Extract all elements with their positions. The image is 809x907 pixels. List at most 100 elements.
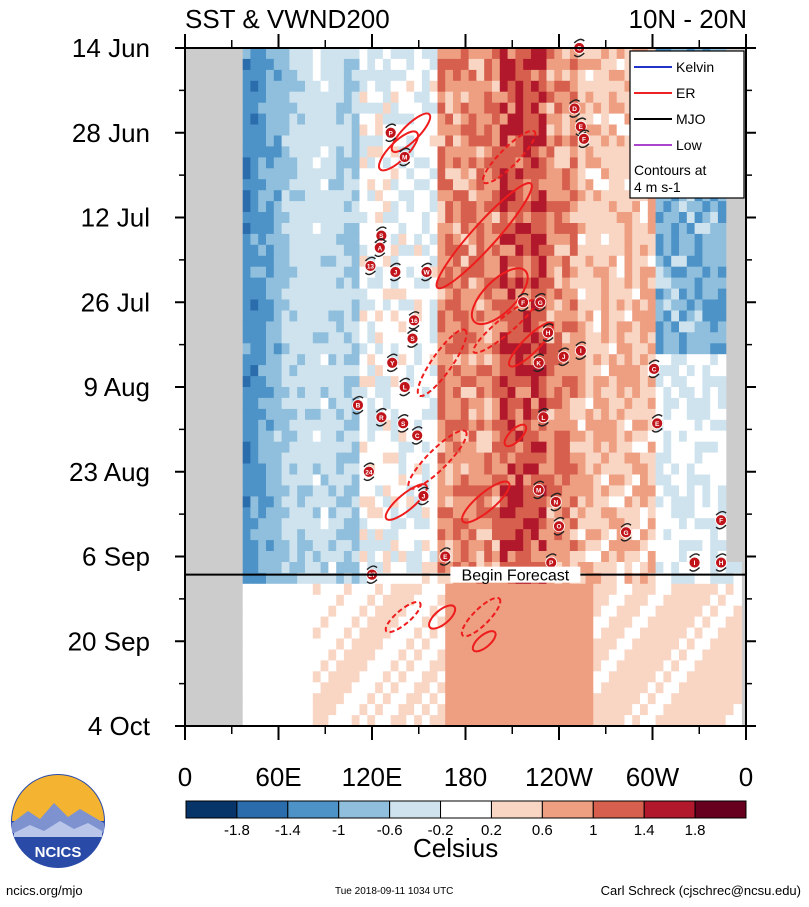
colorbar: -1.8 -1.4 -1 -0.6 -0.2 0.2 0.6 1 1.4 1.8 bbox=[185, 800, 747, 839]
legend-label: Kelvin bbox=[676, 59, 714, 75]
storm-label: E bbox=[655, 421, 660, 428]
x-tick-label: 0 bbox=[178, 762, 192, 792]
storm-marker: Y bbox=[386, 353, 399, 373]
y-tick-label: 4 Oct bbox=[88, 711, 151, 741]
colorbar-swatch bbox=[287, 800, 340, 819]
x-tick-label: 120E bbox=[342, 762, 403, 792]
site-url: ncics.org/mjo bbox=[6, 883, 83, 898]
storm-marker: A bbox=[373, 238, 386, 258]
storm-label: H bbox=[719, 560, 724, 567]
colorbar-tick-label: 1 bbox=[589, 822, 597, 839]
colorbar-tick-label: -1.4 bbox=[275, 822, 301, 839]
storm-label: M bbox=[402, 154, 407, 161]
storm-marker: S bbox=[406, 329, 419, 348]
storm-marker: S bbox=[397, 414, 410, 433]
axes: Begin Forecast 14 Jun 28 Jun 12 Jul 26 Jul 9 … bbox=[68, 33, 756, 792]
storm-label: M bbox=[536, 487, 541, 494]
storm-label: 13 bbox=[367, 263, 375, 270]
colorbar-swatch bbox=[389, 800, 442, 819]
storm-marker: I bbox=[574, 341, 587, 360]
storm-marker: E bbox=[439, 547, 452, 566]
y-tick-label: 28 Jun bbox=[72, 118, 150, 148]
x-tick-label: 60W bbox=[626, 762, 680, 792]
er-contour bbox=[461, 480, 511, 524]
storm-label: K bbox=[536, 360, 541, 367]
er-contour bbox=[407, 429, 468, 490]
storm-label: 24 bbox=[365, 469, 373, 476]
storm-label: S bbox=[401, 421, 406, 428]
colorbar-tick-label: 1.8 bbox=[685, 822, 706, 839]
storm-marker: O bbox=[553, 516, 565, 536]
storm-marker: 16 bbox=[408, 311, 420, 330]
y-tick-label: 12 Jul bbox=[81, 203, 150, 233]
y-tick-label: 14 Jun bbox=[72, 33, 150, 63]
colorbar-tick-label: 0.6 bbox=[532, 822, 553, 839]
storm-marker: J bbox=[417, 486, 430, 506]
storm-marker: G bbox=[620, 522, 632, 542]
storm-label: W bbox=[423, 269, 430, 276]
er-contour bbox=[507, 321, 554, 368]
colorbar-label: Celsius bbox=[413, 833, 499, 863]
storm-marker: W bbox=[420, 262, 433, 282]
storm-label: G bbox=[538, 300, 543, 307]
colorbar-tick-label: -1.8 bbox=[224, 822, 250, 839]
er-contour bbox=[416, 328, 468, 398]
y-tick-label: 23 Aug bbox=[69, 457, 150, 487]
colorbar-swatch bbox=[694, 800, 747, 819]
storm-marker: E bbox=[651, 414, 664, 433]
storm-marker: M bbox=[532, 480, 545, 500]
storm-label: S bbox=[410, 336, 415, 343]
legend-label: ER bbox=[676, 85, 695, 101]
author-credit: Carl Schreck (cjschrec@ncsu.edu) bbox=[600, 883, 801, 898]
storm-label: S bbox=[379, 233, 384, 240]
x-tick-label: 180 bbox=[444, 762, 487, 792]
er-contour bbox=[428, 604, 457, 630]
colorbar-tick-label: -1 bbox=[332, 822, 345, 839]
storm-label: I bbox=[580, 348, 582, 355]
storm-label: C bbox=[415, 433, 420, 440]
er-contour bbox=[503, 423, 528, 448]
storm-marker: M bbox=[398, 147, 411, 167]
legend-box bbox=[629, 50, 745, 199]
storm-label: O bbox=[556, 524, 561, 531]
storm-marker: F bbox=[517, 292, 530, 312]
storm-label: F bbox=[582, 136, 586, 143]
storm-marker: F bbox=[715, 510, 727, 530]
storm-label: C bbox=[652, 366, 657, 373]
legend-label: Low bbox=[676, 137, 703, 153]
er-contour bbox=[435, 182, 533, 290]
er-contour bbox=[384, 600, 422, 634]
storm-marker: R bbox=[375, 407, 388, 427]
storm-label: J bbox=[562, 354, 566, 361]
region-label: 10N - 20N bbox=[628, 4, 748, 34]
colorbar-swatch bbox=[185, 800, 238, 819]
legend-label: MJO bbox=[676, 111, 706, 127]
storm-label: G bbox=[623, 530, 628, 537]
storm-marker: H bbox=[715, 553, 727, 572]
er-contour bbox=[470, 267, 529, 326]
storm-label: P bbox=[389, 130, 394, 137]
er-contour bbox=[481, 129, 537, 185]
contour-note: 4 m s-1 bbox=[634, 179, 681, 195]
storm-marker: 24 bbox=[362, 462, 375, 482]
storm-label: E bbox=[579, 124, 584, 131]
er-contour bbox=[384, 483, 428, 521]
x-tick-label: 0 bbox=[739, 762, 753, 792]
storm-marker: 13 bbox=[364, 256, 377, 276]
storm-label: 16 bbox=[410, 318, 418, 325]
storm-marker: C bbox=[411, 426, 424, 445]
forecast-label: Begin Forecast bbox=[462, 568, 570, 585]
storm-label: Y bbox=[390, 360, 395, 367]
storm-label: R bbox=[379, 415, 384, 422]
colorbar-swatch bbox=[440, 800, 492, 819]
storm-marker: F bbox=[578, 129, 590, 149]
storm-label: J bbox=[422, 493, 426, 500]
storm-marker: D bbox=[568, 99, 581, 118]
y-tick-label: 6 Sep bbox=[82, 542, 150, 572]
colorbar-swatch bbox=[338, 800, 391, 819]
forecast-label-box bbox=[450, 566, 581, 583]
colorbar-swatch bbox=[592, 800, 645, 819]
storm-marker: H bbox=[542, 323, 554, 342]
timestamp: Tue 2018-09-11 1034 UTC bbox=[335, 886, 454, 897]
storm-marker: K bbox=[532, 353, 545, 373]
